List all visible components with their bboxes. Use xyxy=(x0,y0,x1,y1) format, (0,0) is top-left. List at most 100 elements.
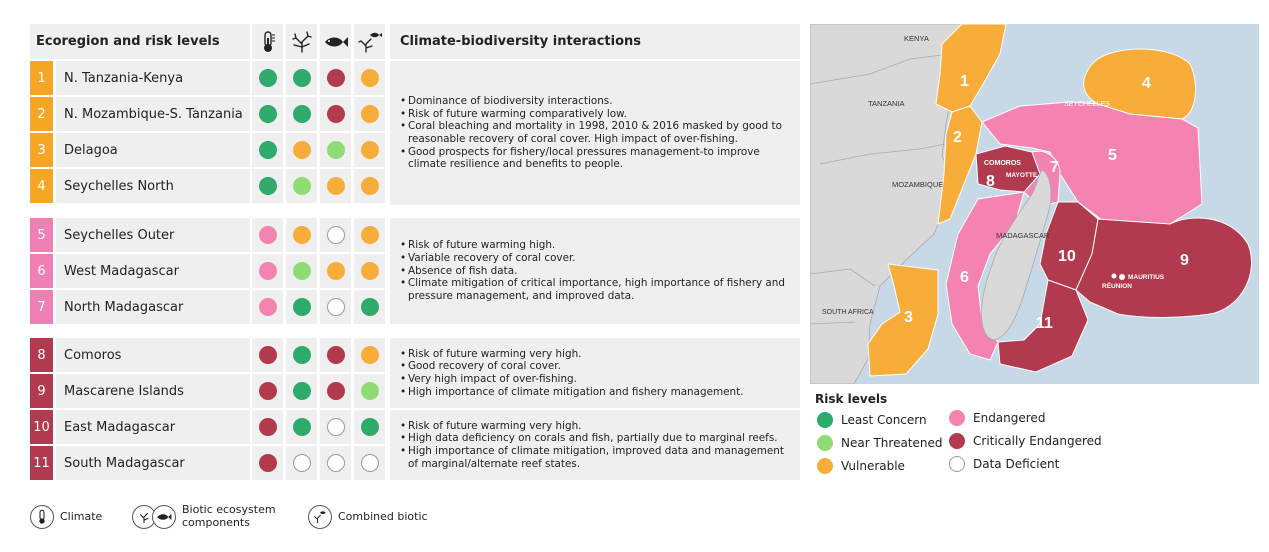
legend-dot-en xyxy=(949,410,965,426)
region-number: 11 xyxy=(30,446,53,480)
risk-cell-fish xyxy=(320,169,351,203)
region-name: Mascarene Islands xyxy=(56,374,250,408)
label-south-africa: SOUTH AFRICA xyxy=(822,309,874,316)
region-number: 7 xyxy=(30,290,53,324)
risk-dot-nt xyxy=(292,177,311,195)
risk-dot-lc xyxy=(258,69,277,87)
risk-dot-ce xyxy=(258,382,277,400)
note: Risk of future warming high. xyxy=(400,239,792,252)
risk-dot-dd xyxy=(326,298,345,316)
legend-dot-vu xyxy=(817,458,833,474)
risk-dot-lc xyxy=(258,141,277,159)
risk-cell-fish xyxy=(320,446,351,480)
note: Coral bleaching and mortality in 1998, 2… xyxy=(400,120,792,145)
risk-dot-ce xyxy=(326,346,345,364)
risk-dot-lc xyxy=(292,346,311,364)
risk-cell-climate xyxy=(252,338,283,372)
note: Good recovery of coral cover. xyxy=(400,360,743,373)
region-name: Seychelles North xyxy=(56,169,250,203)
header-region-label: Ecoregion and risk levels xyxy=(36,34,220,49)
risk-cell-fish xyxy=(320,61,351,95)
risk-dot-vu xyxy=(326,262,345,280)
legend-item: Endangered xyxy=(949,410,1045,426)
note: High importance of climate mitigation an… xyxy=(400,386,743,399)
map-number-4: 4 xyxy=(1142,75,1151,92)
legend-dot-dd xyxy=(949,456,965,472)
thermometer-icon xyxy=(252,24,283,59)
risk-dot-lc xyxy=(292,69,311,87)
risk-cell-combined xyxy=(354,218,385,252)
reunion-island xyxy=(1111,273,1117,279)
risk-dot-vu xyxy=(360,177,379,195)
label-comoros: COMOROS xyxy=(984,160,1021,167)
risk-cell-climate xyxy=(252,97,283,131)
risk-cell-coral xyxy=(286,338,317,372)
risk-cell-combined xyxy=(354,338,385,372)
risk-cell-fish xyxy=(320,97,351,131)
risk-dot-vu xyxy=(360,69,379,87)
risk-cell-climate xyxy=(252,290,283,324)
region-number: 4 xyxy=(30,169,53,203)
header-interactions-label: Climate-biodiversity interactions xyxy=(400,34,641,49)
region-number: 2 xyxy=(30,97,53,131)
label-reunion: RÉUNION xyxy=(1102,281,1132,290)
risk-dot-lc xyxy=(292,382,311,400)
risk-dot-ce xyxy=(258,454,277,472)
risk-dot-vu xyxy=(360,141,379,159)
risk-dot-en xyxy=(258,262,277,280)
risk-dot-en xyxy=(258,298,277,316)
risk-cell-coral xyxy=(286,133,317,167)
legend-climate: Climate xyxy=(30,500,102,534)
region-name: North Madagascar xyxy=(56,290,250,324)
coral-icon xyxy=(286,24,317,59)
risk-dot-nt xyxy=(360,382,379,400)
risk-dot-lc xyxy=(360,298,379,316)
notes-group-1: Dominance of biodiversity interactions. … xyxy=(390,61,800,205)
risk-dot-lc xyxy=(292,105,311,123)
region-name: East Madagascar xyxy=(56,410,250,444)
legend-item: Near Threatened xyxy=(817,435,943,451)
risk-dot-lc xyxy=(292,298,311,316)
note: High data deficiency on corals and fish,… xyxy=(400,432,792,445)
label-mauritius: MAURITIUS xyxy=(1128,274,1165,281)
label-kenya: KENYA xyxy=(904,34,929,43)
region-11 xyxy=(997,279,1089,373)
risk-cell-combined xyxy=(354,254,385,288)
risk-cell-combined xyxy=(354,169,385,203)
risk-cell-coral xyxy=(286,254,317,288)
label-seychelles: SEYCHELLES xyxy=(1064,101,1110,108)
risk-cell-coral xyxy=(286,169,317,203)
map-number-6: 6 xyxy=(960,269,969,286)
map-number-3: 3 xyxy=(904,309,913,326)
legend-combined-label: Combined biotic xyxy=(338,509,428,523)
map-number-9: 9 xyxy=(1180,252,1189,269)
combined-biotic-icon xyxy=(354,24,385,59)
icon-legend: Climate Biotic ecosystem components Comb… xyxy=(30,500,590,534)
legend-dot-lc xyxy=(817,412,833,428)
risk-dot-nt xyxy=(292,262,311,280)
notes-group-2: Risk of future warming high. Variable re… xyxy=(390,218,800,324)
legend-climate-label: Climate xyxy=(60,509,103,523)
region-8 xyxy=(975,145,1041,193)
risk-dot-vu xyxy=(360,105,379,123)
legend-item: Critically Endangered xyxy=(949,433,1102,449)
risk-dot-vu xyxy=(360,226,379,244)
risk-dot-ce xyxy=(326,105,345,123)
legend-biotic: Biotic ecosystem components xyxy=(132,500,292,534)
header-interactions: Climate-biodiversity interactions xyxy=(390,24,800,59)
header-region: Ecoregion and risk levels xyxy=(30,24,250,59)
region-number: 8 xyxy=(30,338,53,372)
risk-dot-vu xyxy=(326,177,345,195)
legend-dot-nt xyxy=(817,435,833,451)
note: Climate mitigation of critical importanc… xyxy=(400,277,792,302)
region-number: 10 xyxy=(30,410,53,444)
note: Dominance of biodiversity interactions. xyxy=(400,95,792,108)
risk-cell-climate xyxy=(252,61,283,95)
risk-dot-dd xyxy=(326,418,345,436)
risk-cell-combined xyxy=(354,410,385,444)
label-mozambique: MOZAMBIQUE xyxy=(892,180,943,189)
risk-legend-title: Risk levels xyxy=(815,392,888,406)
risk-dot-ce xyxy=(258,346,277,364)
risk-dot-dd xyxy=(326,454,345,472)
risk-dot-dd xyxy=(360,454,379,472)
